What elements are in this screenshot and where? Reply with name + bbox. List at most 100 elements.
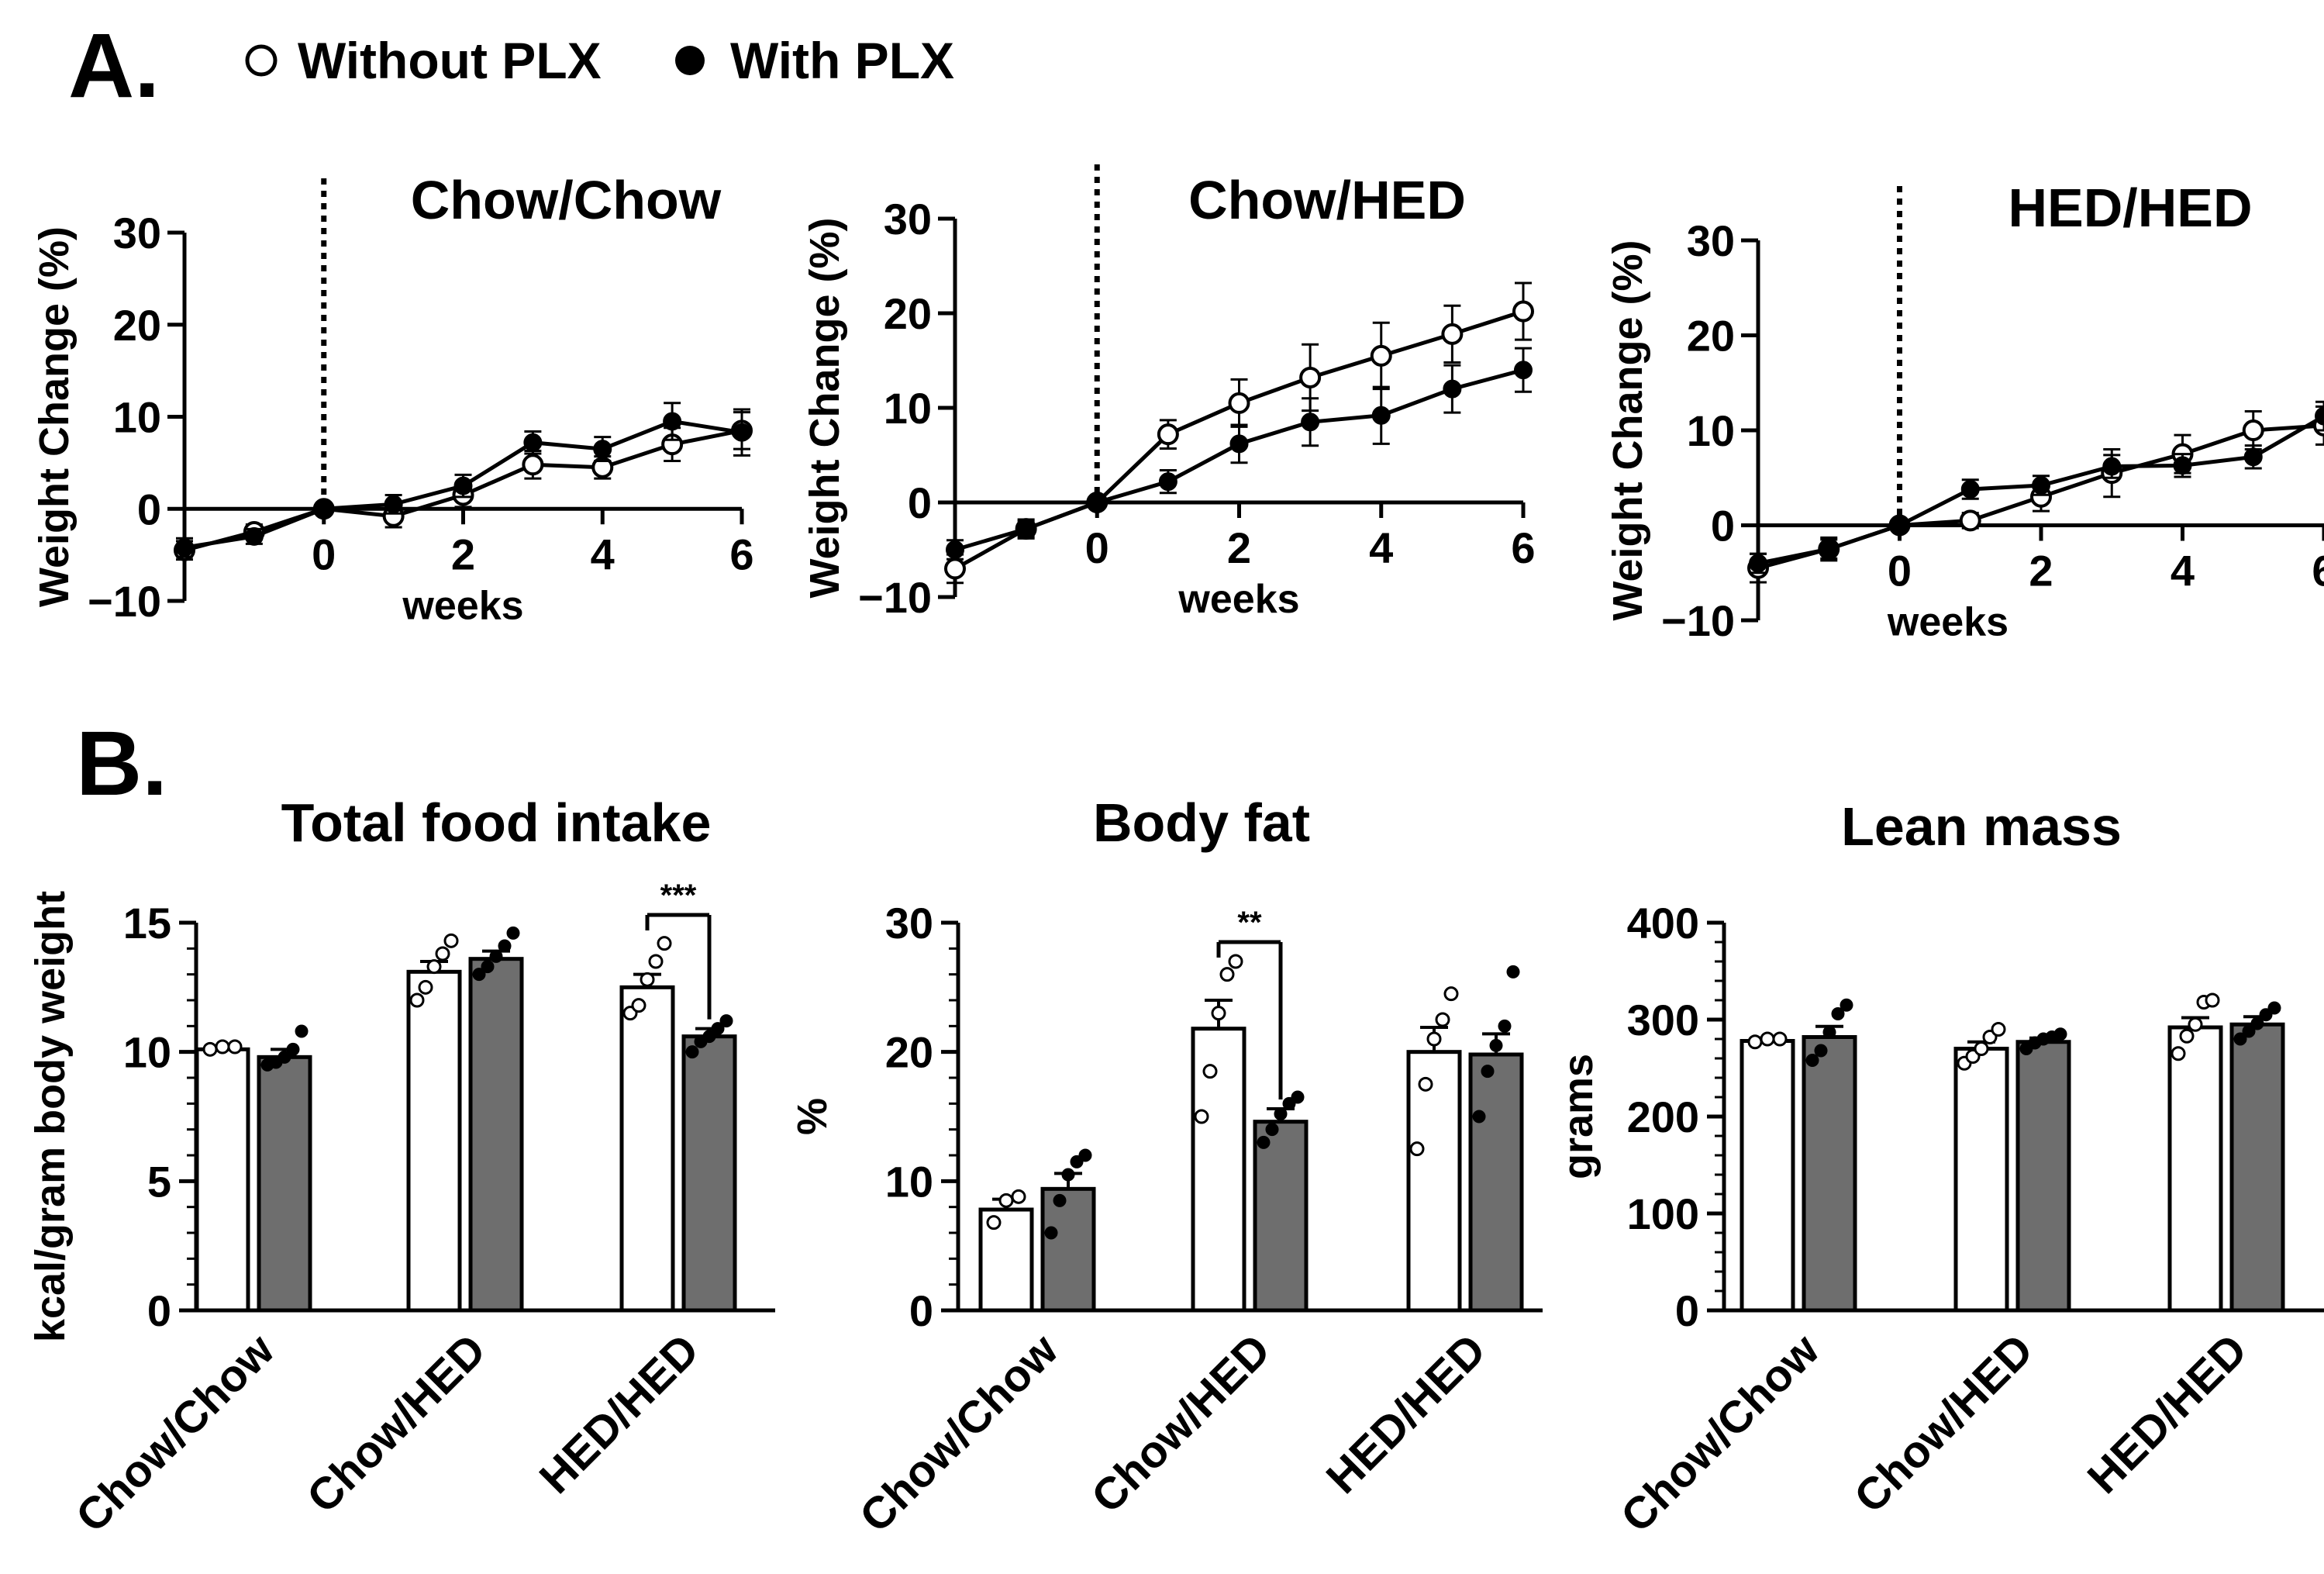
x-axis-label: weeks (1887, 600, 2009, 645)
data-point-open (1299, 366, 1322, 388)
series-with-plx (946, 347, 1533, 561)
x-tick-label: 0 (1888, 547, 1912, 595)
y-tick-label: 10 (885, 1157, 933, 1206)
bar-chart-1: 0 5 10 15 Total food intake kcal/gram body we… (27, 792, 775, 1542)
data-point-filled (946, 540, 964, 559)
bar (681, 1034, 737, 1313)
y-tick-label: −10 (858, 573, 932, 622)
data-point-open (215, 1039, 230, 1055)
data-point-filled (2053, 1027, 2067, 1041)
bar (257, 1055, 312, 1313)
bar (619, 985, 675, 1313)
significance-label: *** (660, 878, 697, 913)
y-tick-label: 15 (123, 899, 171, 948)
data-point-filled (1890, 516, 1909, 535)
y-tick-label: 30 (1687, 216, 1735, 265)
data-point-filled (1291, 1090, 1305, 1104)
category-label: Chow/Chow (67, 1324, 284, 1542)
y-tick-label: 100 (1627, 1189, 1699, 1238)
data-point-filled (593, 440, 612, 459)
data-point-open (1747, 1034, 1763, 1050)
data-point-open (1512, 300, 1534, 323)
y-tick-label: 0 (147, 1286, 171, 1335)
data-point-filled (1840, 998, 1853, 1012)
y-tick-label: 5 (147, 1157, 171, 1206)
data-point-open (426, 959, 442, 975)
category-label: HED/HED (1317, 1324, 1496, 1503)
data-point-open (522, 454, 544, 476)
x-tick-label: 4 (1369, 523, 1393, 572)
x-tick-label: 6 (2312, 547, 2324, 595)
data-point-filled (2243, 447, 2263, 467)
data-point-filled (295, 1024, 309, 1038)
data-point-filled (523, 433, 543, 452)
data-point-open (1760, 1031, 1775, 1047)
data-point-filled (1016, 519, 1036, 539)
data-point-filled (2173, 456, 2192, 475)
data-point-filled (1831, 1007, 1845, 1020)
data-point-filled (663, 412, 682, 431)
category-label: Chow/Chow (1612, 1324, 1829, 1542)
data-point-open (202, 1041, 218, 1057)
data-point-open (1211, 1006, 1226, 1021)
data-point-filled (244, 526, 264, 546)
bar (2015, 1040, 2071, 1313)
bar (1406, 1050, 1462, 1313)
series-without-plx (978, 954, 1462, 1313)
data-point-open (1441, 323, 1464, 345)
panel-a-label: A. (68, 15, 160, 117)
data-point-open (1228, 954, 1243, 969)
data-point-filled (2102, 457, 2122, 476)
bar (2229, 1022, 2285, 1313)
chart-title: Chow/Chow (411, 170, 722, 230)
y-tick-label: 0 (908, 478, 932, 527)
data-point-open (1157, 423, 1179, 446)
series-with-plx (1802, 998, 2285, 1313)
bar-chart-3: 0 100 200 300 400 Lean mass grams Chow/Chow Chow… (1555, 796, 2324, 1542)
data-point-filled (472, 968, 486, 982)
data-point-open (648, 954, 664, 969)
data-point-open (2242, 419, 2264, 441)
y-tick-label: 30 (884, 195, 932, 243)
series-without-plx (1740, 992, 2223, 1313)
legend-with-plx-label: With PLX (730, 32, 954, 89)
bar (1953, 1047, 2009, 1313)
data-point-open (1974, 1041, 1989, 1056)
bar (468, 957, 524, 1313)
data-point-filled (1498, 1019, 1512, 1033)
data-point-filled (1749, 554, 1767, 573)
data-point-open (657, 936, 672, 951)
y-tick-label: 10 (884, 384, 932, 433)
x-tick-label: 2 (1227, 523, 1251, 572)
series-with-plx (1040, 965, 1524, 1313)
data-point-filled (702, 1030, 716, 1044)
data-point-open (1011, 1189, 1026, 1204)
chart-title: Total food intake (281, 792, 712, 853)
y-axis-label: Weight Change (%) (31, 226, 78, 607)
data-point-filled (2250, 1017, 2264, 1030)
y-tick-label: 10 (113, 393, 161, 442)
data-point-open (2171, 1046, 2186, 1061)
y-tick-label: 30 (885, 899, 933, 948)
panel-b-label: B. (76, 713, 167, 815)
data-point-filled (1814, 1044, 1828, 1058)
x-tick-label: 6 (1511, 523, 1535, 572)
data-point-filled (498, 939, 512, 953)
x-tick-label: 4 (2171, 547, 2195, 595)
y-axis-label: Weight Change (%) (802, 218, 848, 599)
data-point-open (631, 998, 647, 1013)
bar (1802, 1035, 1857, 1313)
data-point-open (1435, 1012, 1450, 1027)
series-with-plx (175, 402, 751, 558)
data-point-filled (1481, 1065, 1495, 1079)
data-point-open (1991, 1022, 2006, 1037)
y-tick-label: 20 (1687, 312, 1735, 361)
y-tick-label: 20 (884, 289, 932, 338)
data-point-filled (1257, 1135, 1271, 1149)
data-point-filled (719, 1014, 733, 1028)
data-point-open (2188, 1017, 2203, 1032)
data-point-filled (2032, 476, 2050, 495)
y-tick-label: −10 (1661, 596, 1735, 645)
category-label: Chow/Chow (850, 1324, 1068, 1542)
line-plot-1: −10 0 10 20 30 0 2 4 6 weeks Weight Change (%) Chow… (31, 170, 754, 628)
